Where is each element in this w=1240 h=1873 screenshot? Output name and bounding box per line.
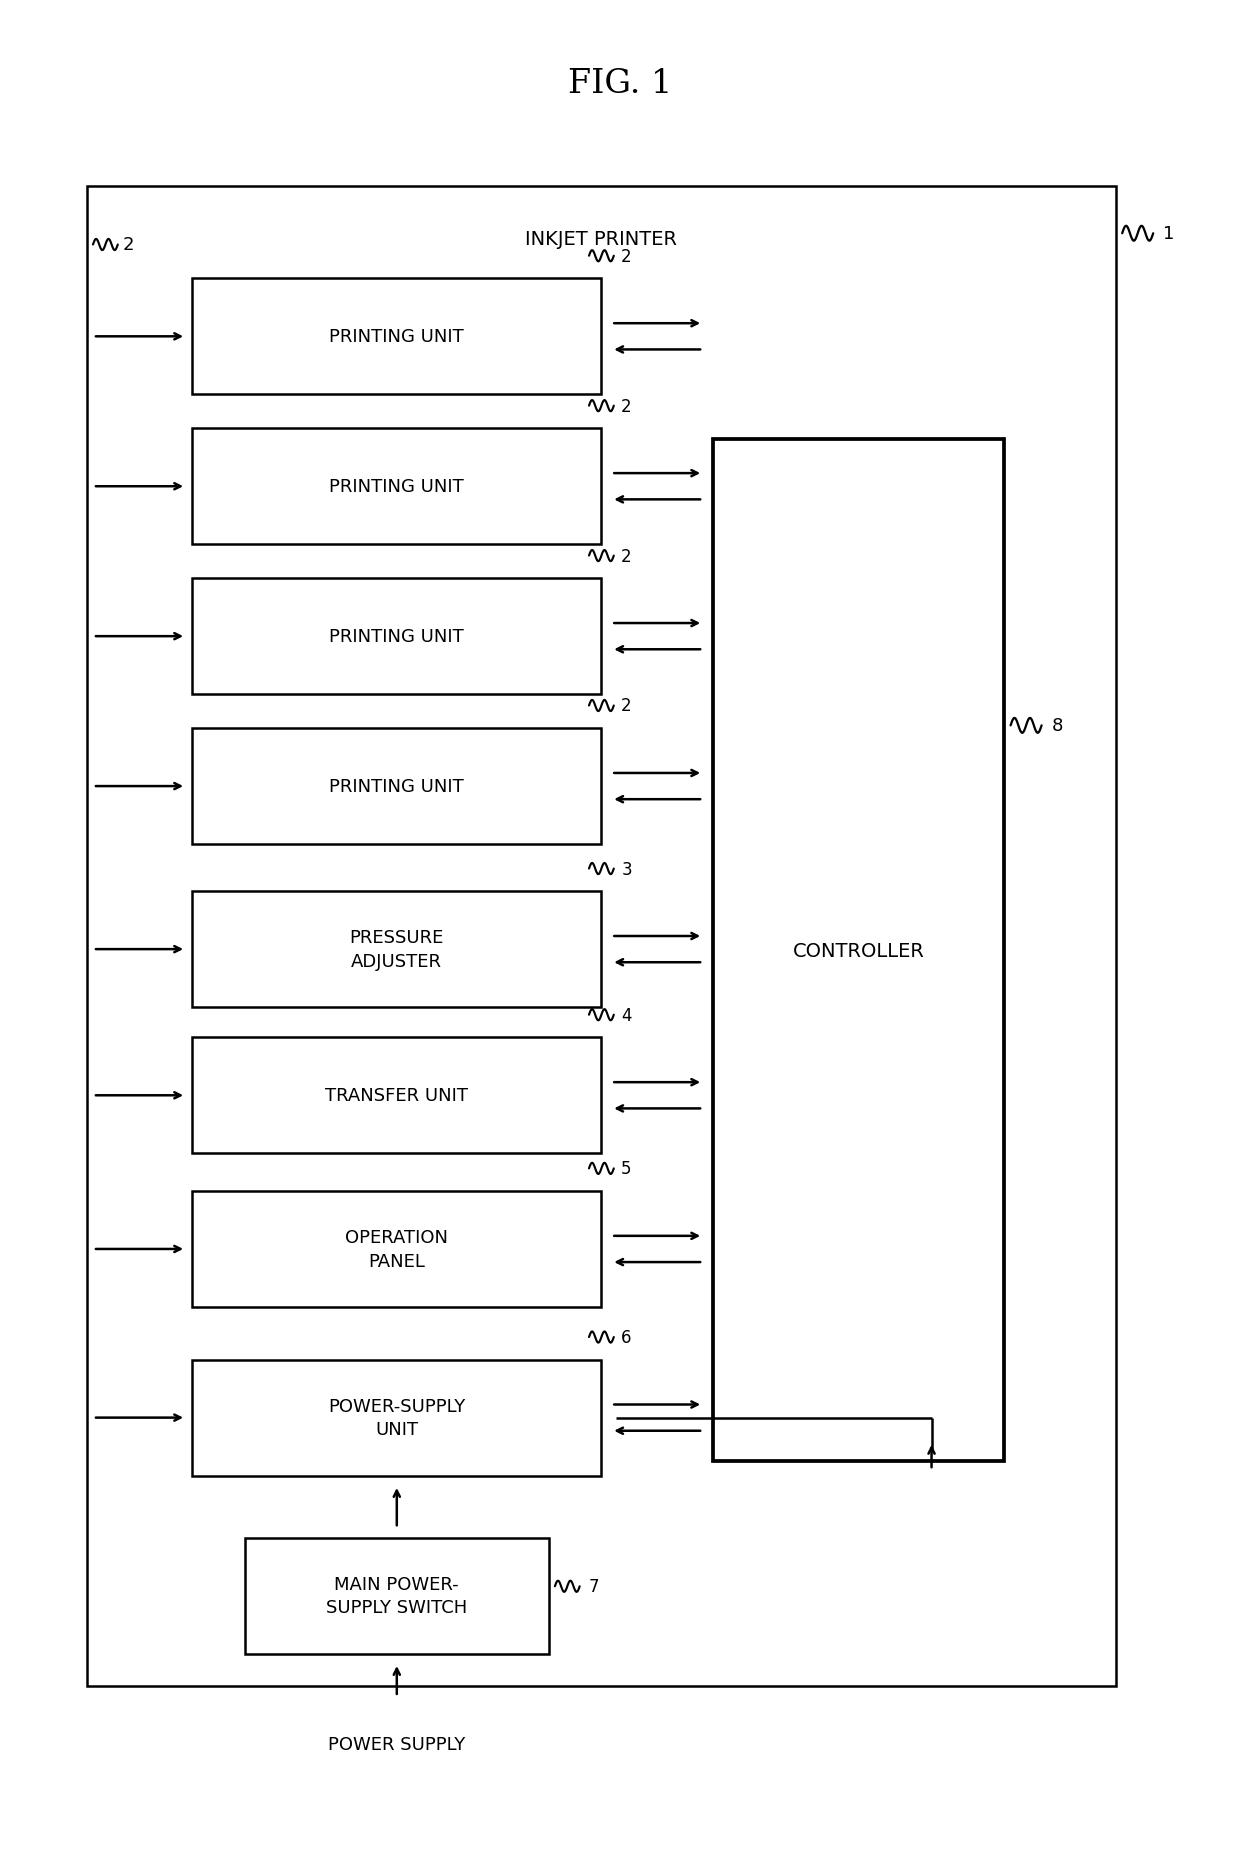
Text: PRESSURE
ADJUSTER: PRESSURE ADJUSTER (350, 929, 444, 970)
Text: PRINTING UNIT: PRINTING UNIT (330, 478, 464, 496)
Text: 3: 3 (621, 860, 632, 878)
Text: 2: 2 (123, 236, 134, 255)
Text: TRANSFER UNIT: TRANSFER UNIT (325, 1086, 469, 1105)
Text: 6: 6 (621, 1328, 631, 1347)
Text: 4: 4 (621, 1006, 631, 1025)
Text: 1: 1 (1163, 225, 1174, 243)
Bar (192, 1191, 601, 1307)
Bar (713, 440, 1004, 1461)
Bar (192, 579, 601, 695)
Text: FIG. 1: FIG. 1 (568, 67, 672, 101)
Bar (192, 1360, 601, 1476)
Bar (192, 429, 601, 545)
Text: INKJET PRINTER: INKJET PRINTER (526, 230, 677, 249)
Text: PRINTING UNIT: PRINTING UNIT (330, 627, 464, 646)
Text: 5: 5 (621, 1159, 631, 1178)
Bar (192, 1038, 601, 1154)
Text: POWER SUPPLY: POWER SUPPLY (329, 1734, 465, 1753)
Bar (192, 279, 601, 395)
Text: OPERATION
PANEL: OPERATION PANEL (345, 1229, 449, 1270)
Bar (246, 1538, 549, 1654)
Text: PRINTING UNIT: PRINTING UNIT (330, 328, 464, 347)
Text: 2: 2 (621, 547, 632, 566)
Text: 2: 2 (621, 697, 632, 715)
Bar (87, 187, 1116, 1686)
Bar (192, 729, 601, 845)
Text: CONTROLLER: CONTROLLER (792, 940, 925, 961)
Text: 2: 2 (621, 397, 632, 416)
Bar (192, 892, 601, 1008)
Text: POWER-SUPPLY
UNIT: POWER-SUPPLY UNIT (329, 1397, 465, 1438)
Text: 8: 8 (1052, 717, 1063, 734)
Text: MAIN POWER-
SUPPLY SWITCH: MAIN POWER- SUPPLY SWITCH (326, 1575, 467, 1616)
Text: 2: 2 (621, 247, 632, 266)
Text: PRINTING UNIT: PRINTING UNIT (330, 777, 464, 796)
Text: 7: 7 (588, 1577, 599, 1596)
